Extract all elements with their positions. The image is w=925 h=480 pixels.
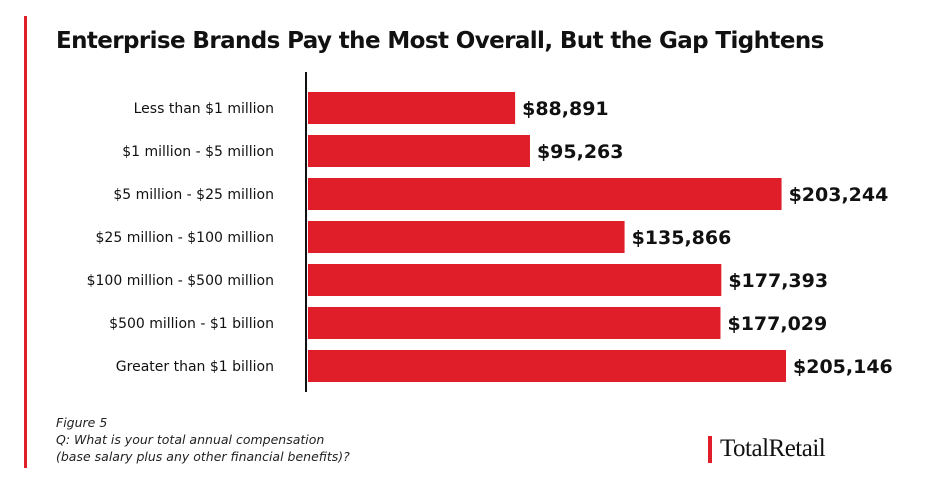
bar: [308, 221, 625, 253]
value-label: $135,866: [632, 227, 732, 249]
bar: [308, 350, 786, 382]
value-label: $203,244: [789, 184, 889, 206]
bar: [308, 307, 721, 339]
question-line-1: Q: What is your total annual compensatio…: [56, 432, 325, 447]
value-label: $177,029: [727, 313, 827, 335]
logo-bar: [708, 435, 712, 463]
value-label: $88,891: [522, 98, 609, 120]
value-label: $205,146: [793, 356, 893, 378]
figure-label: Figure 5: [56, 415, 108, 430]
category-label: Less than $1 million: [134, 101, 274, 117]
footnote: Figure 5 Q: What is your total annual co…: [56, 414, 350, 465]
bar: [308, 92, 516, 124]
accent-line: [24, 16, 27, 468]
question-line-2: (base salary plus any other financial be…: [56, 449, 350, 464]
bar: [308, 264, 722, 296]
category-label: $1 million - $5 million: [122, 144, 274, 160]
value-label: $95,263: [537, 141, 624, 163]
category-label: $5 million - $25 million: [113, 187, 274, 203]
totalretail-logo: TotalRetail: [708, 433, 826, 465]
bar: [308, 135, 530, 167]
bar: [308, 178, 782, 210]
logo-text: TotalRetail: [720, 435, 826, 462]
chart-title: Enterprise Brands Pay the Most Overall, …: [56, 28, 824, 54]
category-label: $25 million - $100 million: [96, 230, 274, 246]
category-label: $100 million - $500 million: [87, 273, 274, 289]
category-label: $500 million - $1 billion: [109, 316, 274, 332]
category-label: Greater than $1 billion: [116, 359, 274, 375]
value-label: $177,393: [728, 270, 828, 292]
